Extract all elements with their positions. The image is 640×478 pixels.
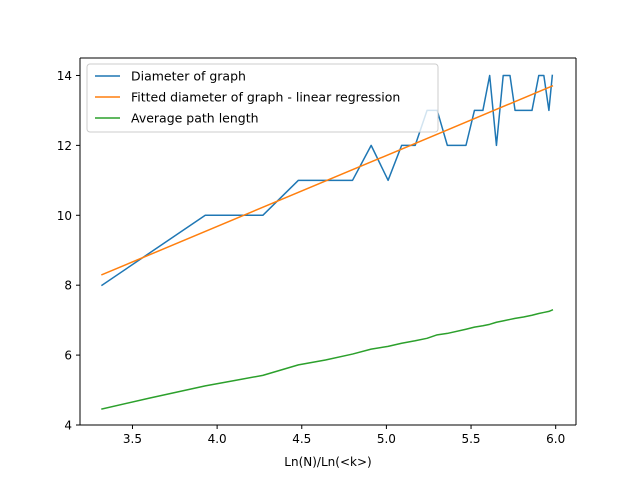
x-tick-label: 5.5 (461, 432, 480, 446)
x-tick-label: 4.0 (208, 432, 227, 446)
y-tick-label: 10 (57, 209, 72, 223)
series-line-2 (101, 309, 554, 410)
legend-label-1: Fitted diameter of graph - linear regres… (131, 90, 400, 105)
legend-label-2: Average path length (131, 111, 259, 126)
y-tick-label: 4 (64, 419, 72, 433)
legend-box (86, 63, 439, 133)
y-tick-label: 14 (57, 69, 72, 83)
x-tick-label: 4.5 (292, 432, 311, 446)
legend-label-0: Diameter of graph (131, 69, 246, 84)
series-layer (100, 74, 554, 410)
ticks-layer: 3.5 4.0 4.5 5.0 5.5 6.0 4 6 8 10 12 14 (57, 69, 566, 446)
x-axis-label: Ln(N)/Ln(<k>) (284, 455, 371, 469)
x-tick-label: 6.0 (546, 432, 565, 446)
y-tick-label: 6 (64, 349, 72, 363)
axes-frame (79, 57, 577, 426)
x-tick-label: 3.5 (123, 432, 142, 446)
y-tick-label: 12 (57, 139, 72, 153)
series-line-1 (101, 84, 554, 276)
x-tick-label: 5.0 (377, 432, 396, 446)
y-tick-label: 8 (64, 279, 72, 293)
series-line-0 (100, 74, 554, 287)
legend: Diameter of graph Fitted diameter of grap… (86, 63, 439, 133)
